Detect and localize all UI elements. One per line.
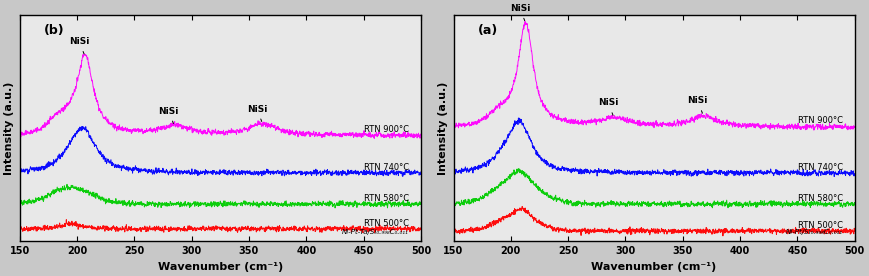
Text: NiSi: NiSi	[510, 4, 530, 21]
Text: RTN 500°C: RTN 500°C	[799, 221, 843, 230]
Text: Ni-Pt/Si₀.₉₉₈C₀.₀₁₁: Ni-Pt/Si₀.₉₉₈C₀.₀₁₁	[786, 229, 843, 235]
Y-axis label: Intensity (a.u.): Intensity (a.u.)	[438, 81, 448, 175]
Text: NiSi: NiSi	[247, 105, 267, 121]
Text: RTN 900°C: RTN 900°C	[364, 125, 409, 134]
Text: RTN 900°C: RTN 900°C	[799, 116, 843, 126]
Y-axis label: Intensity (a.u.): Intensity (a.u.)	[4, 81, 14, 175]
X-axis label: Wavenumber (cm⁻¹): Wavenumber (cm⁻¹)	[592, 262, 717, 272]
X-axis label: Wavenumber (cm⁻¹): Wavenumber (cm⁻¹)	[157, 262, 283, 272]
Text: (a): (a)	[478, 24, 498, 37]
Text: RTN 500°C: RTN 500°C	[364, 219, 409, 228]
Text: (b): (b)	[43, 24, 64, 37]
Text: RTN 580°C: RTN 580°C	[798, 194, 843, 203]
Text: RTN 580°C: RTN 580°C	[364, 194, 409, 203]
Text: RTN 740°C: RTN 740°C	[798, 163, 843, 172]
Text: NiSi: NiSi	[158, 107, 179, 124]
Text: NiSi: NiSi	[70, 37, 90, 54]
Text: NiSi: NiSi	[598, 99, 619, 115]
Text: Ni-Pt-Ta/Si₀.₉₉₈C₀.₀₁₁: Ni-Pt-Ta/Si₀.₉₉₈C₀.₀₁₁	[342, 229, 409, 235]
Text: NiSi: NiSi	[687, 96, 708, 113]
Text: RTN 740°C: RTN 740°C	[364, 163, 409, 172]
